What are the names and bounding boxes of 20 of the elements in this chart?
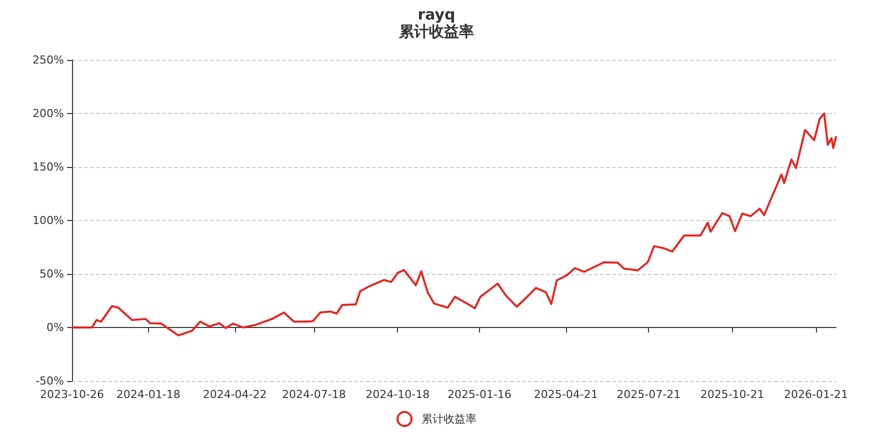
x-tick-label: 2024-07-18 — [282, 388, 346, 401]
y-tick-label: 100% — [32, 214, 64, 227]
x-tick-label: 2025-07-21 — [616, 388, 681, 401]
y-tick-label: 50% — [40, 268, 64, 280]
y-tick-label: 250% — [32, 54, 64, 66]
x-tick-label: 2025-04-21 — [534, 388, 598, 401]
y-tick-label: 200% — [32, 107, 64, 120]
legend-label: 累计收益率 — [422, 412, 476, 426]
y-tick-label: -50% — [36, 374, 64, 388]
y-tick-label: 0% — [46, 321, 64, 334]
chart-title: rayq — [418, 6, 456, 24]
chart-subtitle: 累计收益率 — [398, 22, 474, 40]
y-tick-label: 150% — [32, 160, 64, 174]
x-tick-label: 2024-10-18 — [366, 388, 430, 401]
x-tick-label: 2023-10-26 — [40, 388, 104, 401]
x-tick-label: 2025-01-16 — [448, 388, 512, 401]
x-tick-label: 2025-10-21 — [700, 388, 764, 401]
x-tick-label: 2024-01-18 — [116, 388, 180, 401]
x-tick-label: 2026-01-21 — [784, 388, 848, 401]
x-tick-label: 2024-04-22 — [202, 388, 267, 401]
